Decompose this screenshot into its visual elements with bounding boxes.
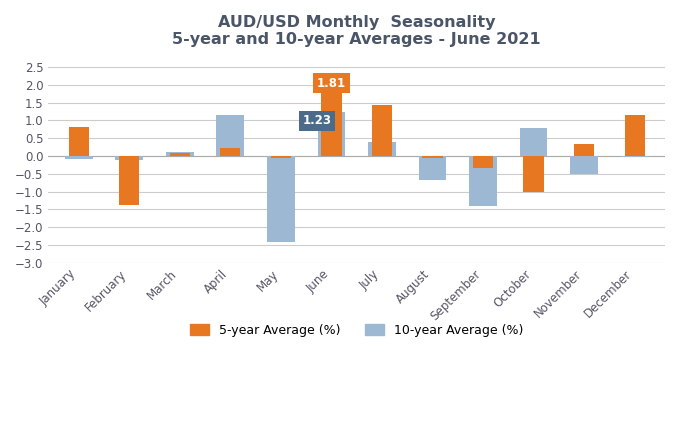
Bar: [571, 156, 598, 174]
Text: 1.23: 1.23: [303, 114, 332, 127]
Bar: [520, 128, 547, 156]
Bar: [624, 115, 645, 156]
Bar: [119, 156, 139, 205]
Bar: [216, 115, 244, 156]
Bar: [469, 156, 497, 206]
Bar: [116, 156, 143, 160]
Bar: [422, 156, 443, 158]
Bar: [65, 156, 92, 159]
Text: 1.81: 1.81: [317, 77, 346, 90]
Bar: [574, 143, 594, 156]
Bar: [271, 156, 291, 158]
Bar: [473, 156, 493, 169]
Bar: [419, 156, 446, 180]
Bar: [321, 92, 341, 156]
Bar: [166, 152, 194, 156]
Bar: [621, 156, 649, 157]
Bar: [372, 105, 392, 156]
Bar: [170, 154, 190, 156]
Bar: [220, 148, 241, 156]
Title: AUD/USD Monthly  Seasonality
5-year and 10-year Averages - June 2021: AUD/USD Monthly Seasonality 5-year and 1…: [172, 15, 541, 48]
Bar: [368, 143, 396, 156]
Bar: [524, 156, 544, 191]
Bar: [69, 127, 89, 156]
Legend: 5-year Average (%), 10-year Average (%): 5-year Average (%), 10-year Average (%): [185, 319, 528, 342]
Bar: [318, 112, 345, 156]
Bar: [267, 156, 294, 242]
